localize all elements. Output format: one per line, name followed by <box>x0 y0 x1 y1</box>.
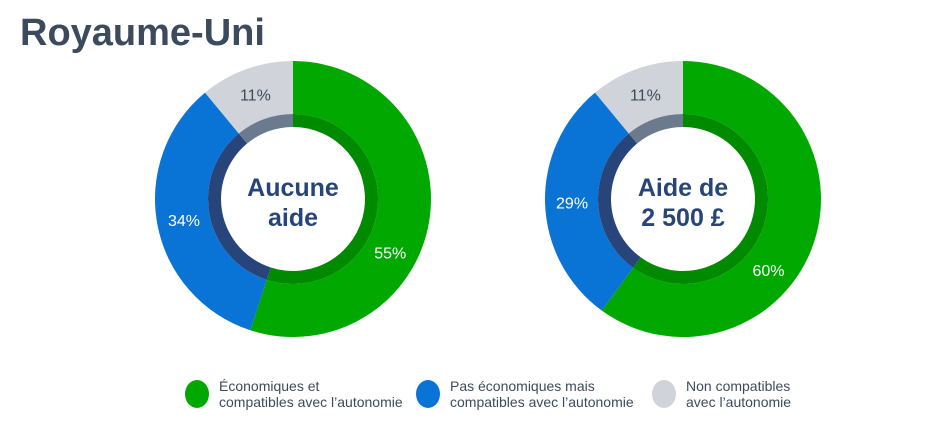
center-label: Aucune <box>247 174 339 202</box>
donut-inner-ring-slice <box>238 114 293 144</box>
legend-item-economic: Économiques et compatibles avec l’autonom… <box>185 378 429 410</box>
legend-swatch <box>416 380 440 408</box>
legend-label: Économiques et compatibles avec l’autonom… <box>219 378 403 410</box>
donut-chart-2: 60% 29% 11% Aide de2 500 £ <box>545 61 821 337</box>
center-label: Aide de <box>638 174 728 202</box>
donut-slice <box>155 92 267 331</box>
center-label: 2 500 £ <box>641 204 725 232</box>
legend-label: Pas économiques mais compatibles avec l’a… <box>450 378 634 410</box>
donut-inner-ring-slice <box>633 114 768 284</box>
data-label: 34% <box>168 213 200 230</box>
data-label: 29% <box>556 195 588 212</box>
donut-inner-ring-slice <box>628 114 683 144</box>
data-label: 55% <box>374 245 406 262</box>
data-label: 60% <box>753 263 785 280</box>
legend-item-not-economic: Pas économiques mais compatibles avec l’a… <box>416 378 660 410</box>
donut-slice <box>205 61 293 134</box>
donut-slice <box>595 61 683 134</box>
center-label: aide <box>268 204 318 232</box>
data-label: 11% <box>240 88 271 105</box>
legend-item-not-compatible: Non compatibles avec l’autonomie <box>652 378 896 410</box>
legend-swatch <box>185 380 209 408</box>
donut-inner-ring-slice <box>208 133 271 280</box>
legend-swatch <box>652 380 676 408</box>
donut-slice <box>250 61 431 337</box>
donut-slice <box>545 92 634 311</box>
donut-slice <box>601 61 821 337</box>
donut-inner-ring-slice <box>598 133 641 268</box>
legend-label: Non compatibles avec l’autonomie <box>686 378 792 410</box>
data-label: 11% <box>630 88 661 105</box>
chart-title: Royaume-Uni <box>20 12 265 54</box>
